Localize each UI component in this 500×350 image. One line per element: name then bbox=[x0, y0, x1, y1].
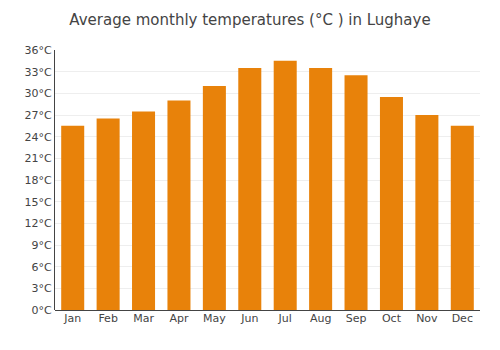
svg-text:36°C: 36°C bbox=[25, 44, 52, 57]
svg-text:0°C: 0°C bbox=[32, 304, 52, 317]
svg-text:Dec: Dec bbox=[452, 312, 473, 325]
svg-text:33°C: 33°C bbox=[25, 66, 52, 79]
svg-text:Aug: Aug bbox=[310, 312, 331, 325]
svg-text:Jan: Jan bbox=[63, 312, 81, 325]
svg-text:3°C: 3°C bbox=[32, 282, 52, 295]
svg-text:Jun: Jun bbox=[240, 312, 258, 325]
svg-text:Nov: Nov bbox=[416, 312, 438, 325]
svg-text:30°C: 30°C bbox=[25, 87, 52, 100]
svg-text:15°C: 15°C bbox=[25, 196, 52, 209]
svg-text:27°C: 27°C bbox=[25, 109, 52, 122]
svg-text:Apr: Apr bbox=[169, 312, 189, 325]
svg-text:9°C: 9°C bbox=[32, 239, 52, 252]
svg-text:Average monthly temperatures (: Average monthly temperatures (°C ) in Lu… bbox=[69, 11, 430, 29]
svg-text:6°C: 6°C bbox=[32, 261, 52, 274]
svg-text:May: May bbox=[203, 312, 226, 325]
svg-text:Mar: Mar bbox=[133, 312, 154, 325]
svg-text:18°C: 18°C bbox=[25, 174, 52, 187]
svg-text:Oct: Oct bbox=[382, 312, 402, 325]
svg-text:24°C: 24°C bbox=[25, 131, 52, 144]
svg-text:Feb: Feb bbox=[98, 312, 117, 325]
svg-text:Jul: Jul bbox=[278, 312, 292, 325]
svg-text:Sep: Sep bbox=[346, 312, 367, 325]
svg-text:12°C: 12°C bbox=[25, 217, 52, 230]
svg-text:21°C: 21°C bbox=[25, 152, 52, 165]
